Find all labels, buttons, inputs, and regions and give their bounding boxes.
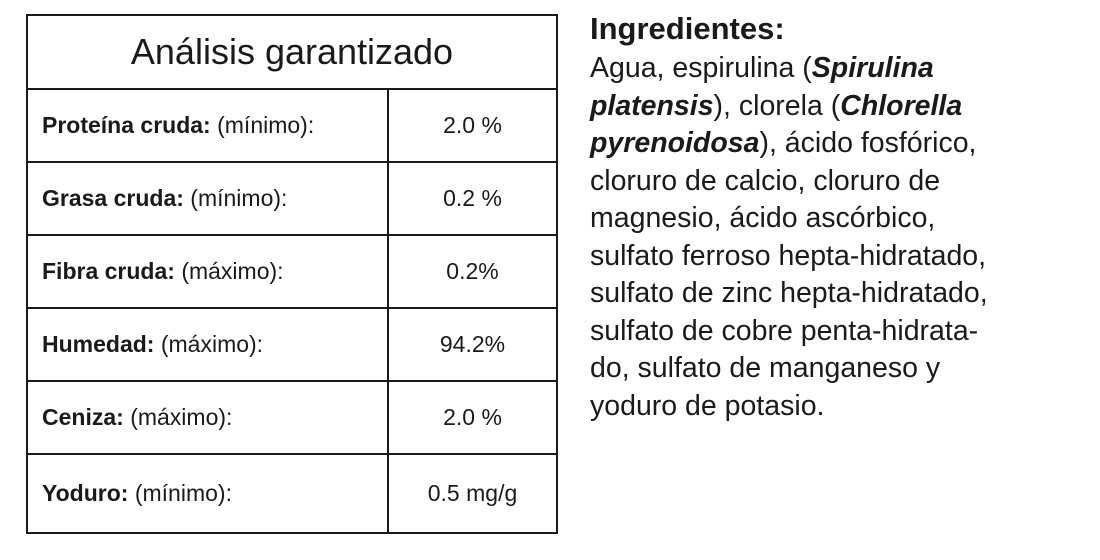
table-row: Ceniza: (máximo): 2.0 % [26, 380, 558, 455]
nutrient-qualifier: (máximo): [130, 404, 233, 430]
nutrient-value: 0.2% [387, 234, 558, 309]
scientific-name: pyrenoidosa [590, 127, 760, 159]
nutrient-value: 0.5 mg/g [387, 453, 558, 534]
ingredient-text: magnesio, ácido ascórbico, [590, 202, 936, 234]
table-row: Yoduro: (mínimo): 0.5 mg/g [26, 453, 558, 534]
nutrient-value: 94.2% [387, 307, 558, 382]
ingredients-title: Ingredientes: [590, 11, 785, 46]
ingredient-text: sulfato ferroso hepta-hidratado, [590, 239, 987, 272]
ingredient-line: Agua, espirulina (Spirulina [590, 50, 1090, 88]
nutrient-name: Fibra cruda: [42, 258, 175, 284]
nutrient-qualifier: (máximo): [181, 258, 284, 284]
nutrient-name: Grasa cruda: [42, 185, 184, 211]
nutrient-name: Ceniza: [42, 404, 124, 430]
row-label: Yoduro: (mínimo): [26, 453, 389, 534]
ingredients-text: Agua, espirulina (Spirulina platensis), c… [590, 50, 1090, 425]
analysis-table: Análisis garantizado Proteína cruda: (mí… [26, 14, 558, 534]
ingredients: Ingredientes: Agua, espirulina (Spirulin… [590, 8, 1090, 425]
nutrient-name: Proteína cruda: [42, 112, 211, 138]
ingredient-line: sulfato de cobre penta-hidrata- [590, 313, 1090, 351]
ingredient-line: sulfato de zinc hepta-hidratado, [590, 275, 1090, 313]
nutrient-value: 2.0 % [387, 88, 558, 163]
nutrient-name: Yoduro: [42, 480, 129, 506]
table-row: Proteína cruda: (mínimo): 2.0 % [26, 88, 558, 163]
ingredient-line: magnesio, ácido ascórbico, [590, 200, 1090, 238]
nutrient-name: Humedad: [42, 331, 155, 357]
nutrient-value: 0.2 % [387, 161, 558, 236]
nutrient-qualifier: (mínimo): [217, 112, 315, 138]
table-row: Grasa cruda: (mínimo): 0.2 % [26, 161, 558, 236]
nutrient-qualifier: (mínimo): [134, 480, 232, 506]
nutrient-qualifier: (máximo): [160, 331, 264, 357]
scientific-name: Spirulina [811, 52, 934, 84]
ingredient-line: pyrenoidosa), ácido fosfórico, [590, 125, 1090, 163]
ingredient-text: yoduro de potasio. [590, 389, 825, 422]
ingredient-text: ), ácido fosfórico, [759, 127, 977, 159]
title-row: Análisis garantizado [26, 14, 558, 90]
ingredient-text: do, sulfato de manganeso y [590, 352, 941, 384]
row-label: Grasa cruda: (mínimo): [26, 161, 389, 236]
ingredient-text: sulfato de zinc hepta-hidratado, [590, 277, 988, 309]
nutrient-qualifier: (mínimo): [190, 185, 288, 211]
ingredient-text: ), clorela ( [713, 89, 841, 122]
ingredient-text: Agua, espirulina ( [590, 52, 812, 84]
ingredient-line: yoduro de potasio. [590, 388, 1090, 426]
scientific-name: Chlorella [840, 89, 963, 122]
row-label: Ceniza: (máximo): [26, 380, 389, 455]
table-row: Fibra cruda: (máximo): 0.2% [26, 234, 558, 309]
ingredient-line: cloruro de calcio, cloruro de [590, 163, 1090, 201]
row-label: Humedad: (máximo): [26, 307, 389, 382]
ingredient-line: platensis), clorela (Chlorella [590, 88, 1090, 126]
row-label: Fibra cruda: (máximo): [26, 234, 389, 309]
scientific-name: platensis [590, 89, 714, 122]
ingredient-text: cloruro de calcio, cloruro de [590, 164, 941, 197]
table-row: Humedad: (máximo): 94.2% [26, 307, 558, 382]
row-label: Proteína cruda: (mínimo): [26, 88, 389, 163]
ingredient-text: sulfato de cobre penta-hidrata- [590, 314, 979, 347]
table-title: Análisis garantizado [26, 14, 558, 90]
ingredient-line: sulfato ferroso hepta-hidratado, [590, 238, 1090, 276]
ingredient-line: do, sulfato de manganeso y [590, 350, 1090, 388]
nutrient-value: 2.0 % [387, 380, 558, 455]
